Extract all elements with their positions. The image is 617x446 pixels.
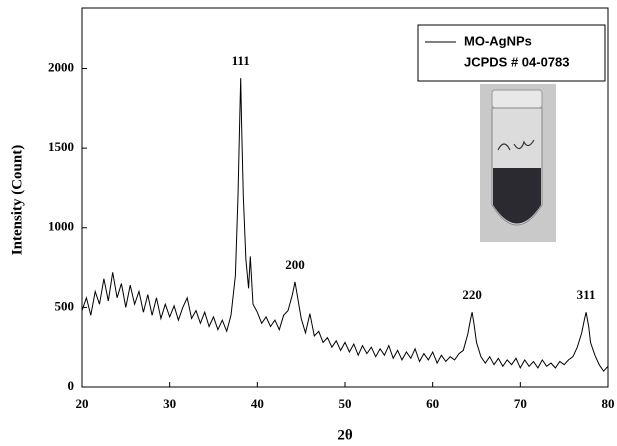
vial-writing: [497, 139, 535, 151]
legend-label: MO-AgNPs: [464, 33, 532, 48]
x-tick-label: 30: [163, 396, 176, 411]
x-tick-label: 50: [339, 396, 352, 411]
x-tick-label: 70: [514, 396, 527, 411]
y-tick-label: 1500: [48, 139, 74, 154]
vial-cap: [491, 89, 543, 109]
legend: MO-AgNPs JCPDS # 04-0783: [417, 24, 606, 82]
legend-box: [417, 24, 606, 82]
y-tick-label: 2000: [48, 59, 74, 74]
x-tick-label: 60: [426, 396, 439, 411]
x-tick-label: 40: [251, 396, 264, 411]
x-tick-label: 20: [76, 396, 89, 411]
y-tick-label: 0: [68, 378, 75, 393]
y-tick-label: 1000: [48, 219, 74, 234]
data-line: [81, 78, 609, 372]
peak-label: 311: [577, 287, 596, 302]
x-axis-label: 2θ: [337, 427, 353, 443]
y-tick-label: 500: [55, 298, 75, 313]
peak-label: 200: [285, 257, 305, 272]
legend-note: JCPDS # 04-0783: [464, 54, 570, 69]
vial-photo: [480, 84, 556, 242]
y-axis-label: Intensity (Count): [9, 145, 25, 255]
peak-label: 220: [462, 287, 482, 302]
x-tick-label: 80: [602, 396, 615, 411]
vial-powder: [493, 168, 541, 224]
peak-label: 111: [232, 53, 250, 68]
